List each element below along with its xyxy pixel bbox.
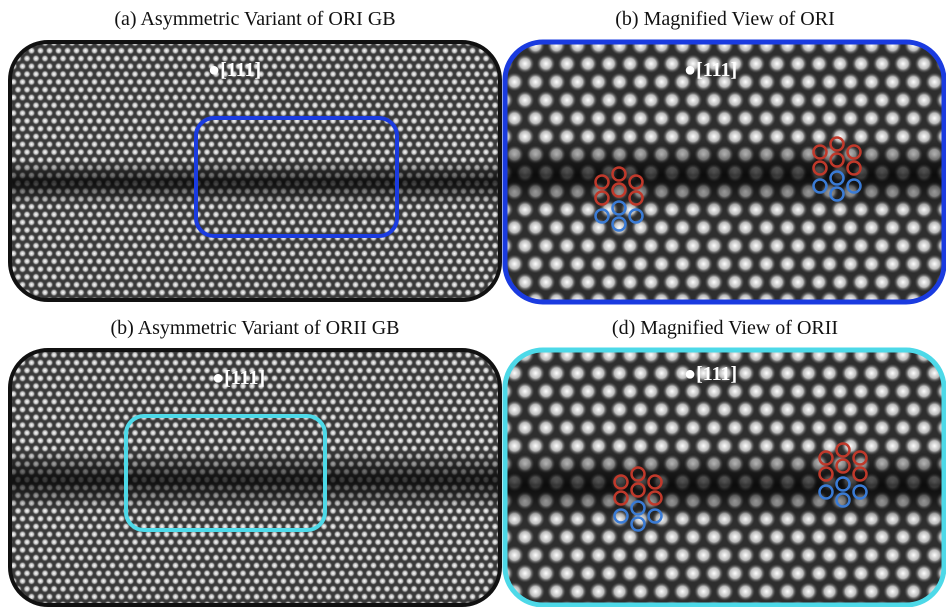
zone-axis-label: ●[111] <box>212 367 265 389</box>
micrograph-d <box>505 350 944 605</box>
page: (a) Asymmetric Variant of ORI GB (b) Mag… <box>0 0 946 607</box>
zone-axis-label: ●[111] <box>684 363 737 385</box>
panel-title: (b) Asymmetric Variant of ORII GB <box>110 317 399 339</box>
zone-axis-label: ●[111] <box>684 59 737 81</box>
panel-title: (a) Asymmetric Variant of ORI GB <box>114 8 395 30</box>
figure: (a) Asymmetric Variant of ORI GB (b) Mag… <box>0 0 946 607</box>
zone-axis-label: ●[111] <box>208 59 261 81</box>
panel-title: (b) Magnified View of ORI <box>615 8 835 30</box>
panel-title: (d) Magnified View of ORII <box>612 317 838 339</box>
micrograph-b <box>505 42 944 302</box>
